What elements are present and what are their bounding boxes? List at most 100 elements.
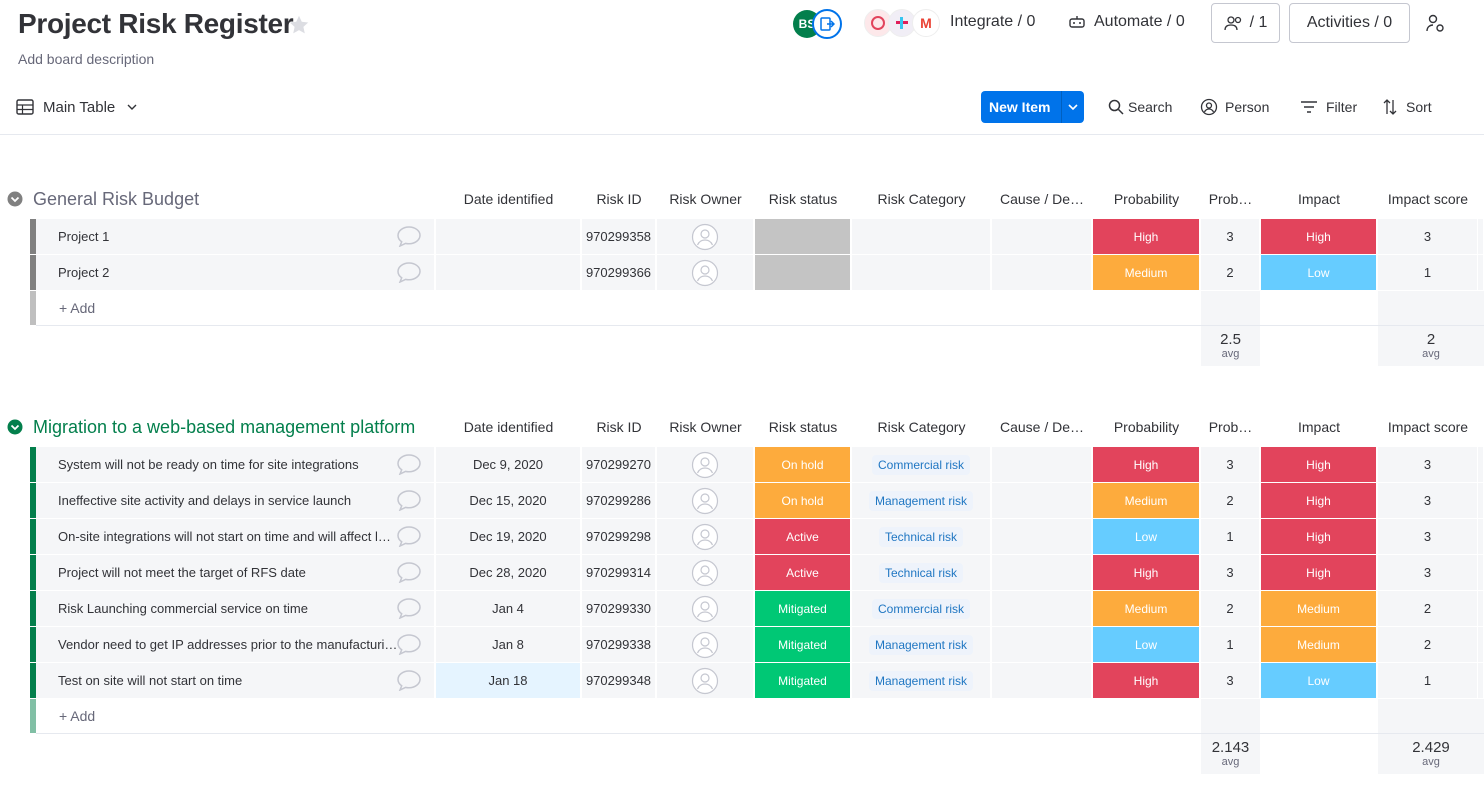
probability-cell[interactable]: Low	[1093, 627, 1200, 662]
person-filter-button[interactable]: Person	[1200, 94, 1269, 120]
owner-cell[interactable]	[657, 255, 754, 290]
column-header[interactable]: Prob…	[1208, 419, 1253, 435]
table-row[interactable]: Vendor need to get IP addresses prior to…	[30, 627, 1484, 662]
status-cell[interactable]: Mitigated	[755, 627, 851, 662]
chat-bubble-icon[interactable]	[396, 597, 422, 622]
category-cell[interactable]	[852, 255, 991, 290]
status-cell[interactable]: Mitigated	[755, 663, 851, 698]
search-button[interactable]: Search	[1108, 94, 1172, 120]
probability-cell[interactable]: Medium	[1093, 591, 1200, 626]
filter-button[interactable]: Filter	[1300, 94, 1357, 120]
impact-cell[interactable]: High	[1261, 555, 1377, 590]
column-header[interactable]: Risk ID	[596, 419, 642, 435]
collapse-group-icon[interactable]	[7, 419, 23, 435]
collapse-group-icon[interactable]	[7, 191, 23, 207]
item-name[interactable]: Project 1	[58, 229, 110, 244]
date-cell[interactable]: Jan 8	[436, 627, 581, 662]
group-header[interactable]: Migration to a web-based management plat…	[7, 414, 415, 440]
item-name[interactable]: On-site integrations will not start on t…	[58, 529, 391, 544]
column-header[interactable]: Impact score	[1387, 419, 1469, 435]
item-name-cell[interactable]: Test on site will not start on time	[36, 663, 435, 698]
item-name-cell[interactable]: Project 1	[36, 219, 435, 254]
status-cell[interactable]: Mitigated	[755, 591, 851, 626]
table-row[interactable]: Risk Launching commercial service on tim…	[30, 591, 1484, 626]
date-cell[interactable]: Dec 19, 2020	[436, 519, 581, 554]
automate-button[interactable]: Automate / 0	[1068, 13, 1185, 31]
members-button[interactable]: / 1	[1211, 3, 1280, 43]
probability-cell[interactable]: High	[1093, 663, 1200, 698]
cause-cell[interactable]	[992, 219, 1092, 254]
date-cell[interactable]: Dec 9, 2020	[436, 447, 581, 482]
add-item-button[interactable]: + Add	[59, 708, 96, 724]
chat-bubble-icon[interactable]	[396, 489, 422, 514]
cause-cell[interactable]	[992, 663, 1092, 698]
date-cell[interactable]	[436, 255, 581, 290]
category-cell[interactable]: Technical risk	[852, 555, 991, 590]
chevron-down-icon[interactable]	[1068, 103, 1078, 111]
impact-cell[interactable]: High	[1261, 519, 1377, 554]
cause-cell[interactable]	[992, 555, 1092, 590]
group-title[interactable]: General Risk Budget	[33, 188, 200, 209]
category-cell[interactable]: Commercial risk	[852, 447, 991, 482]
column-header[interactable]: Cause / De…	[999, 419, 1085, 435]
probability-cell[interactable]: High	[1093, 447, 1200, 482]
item-name[interactable]: Project will not meet the target of RFS …	[58, 565, 306, 580]
item-name-cell[interactable]: On-site integrations will not start on t…	[36, 519, 435, 554]
status-cell[interactable]: Active	[755, 519, 851, 554]
category-cell[interactable]: Commercial risk	[852, 591, 991, 626]
chat-bubble-icon[interactable]	[396, 669, 422, 694]
category-cell[interactable]: Management risk	[852, 627, 991, 662]
column-header[interactable]: Probability	[1113, 191, 1180, 207]
chat-bubble-icon[interactable]	[396, 633, 422, 658]
probability-cell[interactable]: High	[1093, 219, 1200, 254]
sort-button[interactable]: Sort	[1383, 94, 1432, 120]
item-name[interactable]: Ineffective site activity and delays in …	[58, 493, 352, 508]
status-cell[interactable]: On hold	[755, 483, 851, 518]
column-header[interactable]: Impact score	[1387, 191, 1469, 207]
item-name[interactable]: Project 2	[58, 265, 110, 280]
probability-cell[interactable]: High	[1093, 555, 1200, 590]
integrations-icons[interactable]: M	[864, 9, 942, 39]
impact-cell[interactable]: Medium	[1261, 627, 1377, 662]
item-name-cell[interactable]: Vendor need to get IP addresses prior to…	[36, 627, 435, 662]
new-item-button[interactable]: New Item	[981, 91, 1084, 123]
cause-cell[interactable]	[992, 255, 1092, 290]
table-row[interactable]: Ineffective site activity and delays in …	[30, 483, 1484, 518]
item-name[interactable]: System will not be ready on time for sit…	[58, 457, 359, 472]
status-cell[interactable]: Active	[755, 555, 851, 590]
chat-bubble-icon[interactable]	[396, 525, 422, 550]
chat-bubble-icon[interactable]	[396, 453, 422, 478]
owner-cell[interactable]	[657, 591, 754, 626]
date-cell[interactable]: Jan 18	[436, 663, 581, 698]
integrate-button[interactable]: Integrate / 0	[950, 13, 1036, 30]
group-title[interactable]: Migration to a web-based management plat…	[33, 416, 416, 437]
category-cell[interactable]	[852, 219, 991, 254]
item-name-cell[interactable]: Project will not meet the target of RFS …	[36, 555, 435, 590]
column-header[interactable]: Impact	[1297, 191, 1340, 207]
board-title[interactable]: Project Risk Register	[18, 8, 294, 39]
category-cell[interactable]: Management risk	[852, 483, 991, 518]
column-header[interactable]: Risk Category	[877, 419, 966, 435]
item-name[interactable]: Test on site will not start on time	[58, 673, 243, 688]
column-header[interactable]: Risk Owner	[669, 191, 742, 207]
person-placeholder-icon[interactable]	[691, 523, 719, 551]
status-cell[interactable]	[755, 219, 851, 254]
category-cell[interactable]: Management risk	[852, 663, 991, 698]
column-header[interactable]: Impact	[1297, 419, 1340, 435]
column-header[interactable]: Date identified	[463, 419, 554, 435]
table-row[interactable]: Project will not meet the target of RFS …	[30, 555, 1484, 590]
item-name[interactable]: Risk Launching commercial service on tim…	[58, 601, 308, 616]
star-icon[interactable]	[288, 14, 310, 36]
status-cell[interactable]	[755, 255, 851, 290]
column-header[interactable]: Date identified	[463, 191, 554, 207]
column-header[interactable]: Risk ID	[596, 191, 642, 207]
probability-cell[interactable]: Medium	[1093, 483, 1200, 518]
item-name-cell[interactable]: Ineffective site activity and delays in …	[36, 483, 435, 518]
owner-cell[interactable]	[657, 663, 754, 698]
column-header[interactable]: Prob…	[1208, 191, 1253, 207]
date-cell[interactable]: Dec 28, 2020	[436, 555, 581, 590]
cause-cell[interactable]	[992, 591, 1092, 626]
table-row[interactable]: Test on site will not start on time Jan 1…	[30, 663, 1484, 698]
probability-cell[interactable]: Low	[1093, 519, 1200, 554]
chat-bubble-icon[interactable]	[396, 225, 422, 250]
